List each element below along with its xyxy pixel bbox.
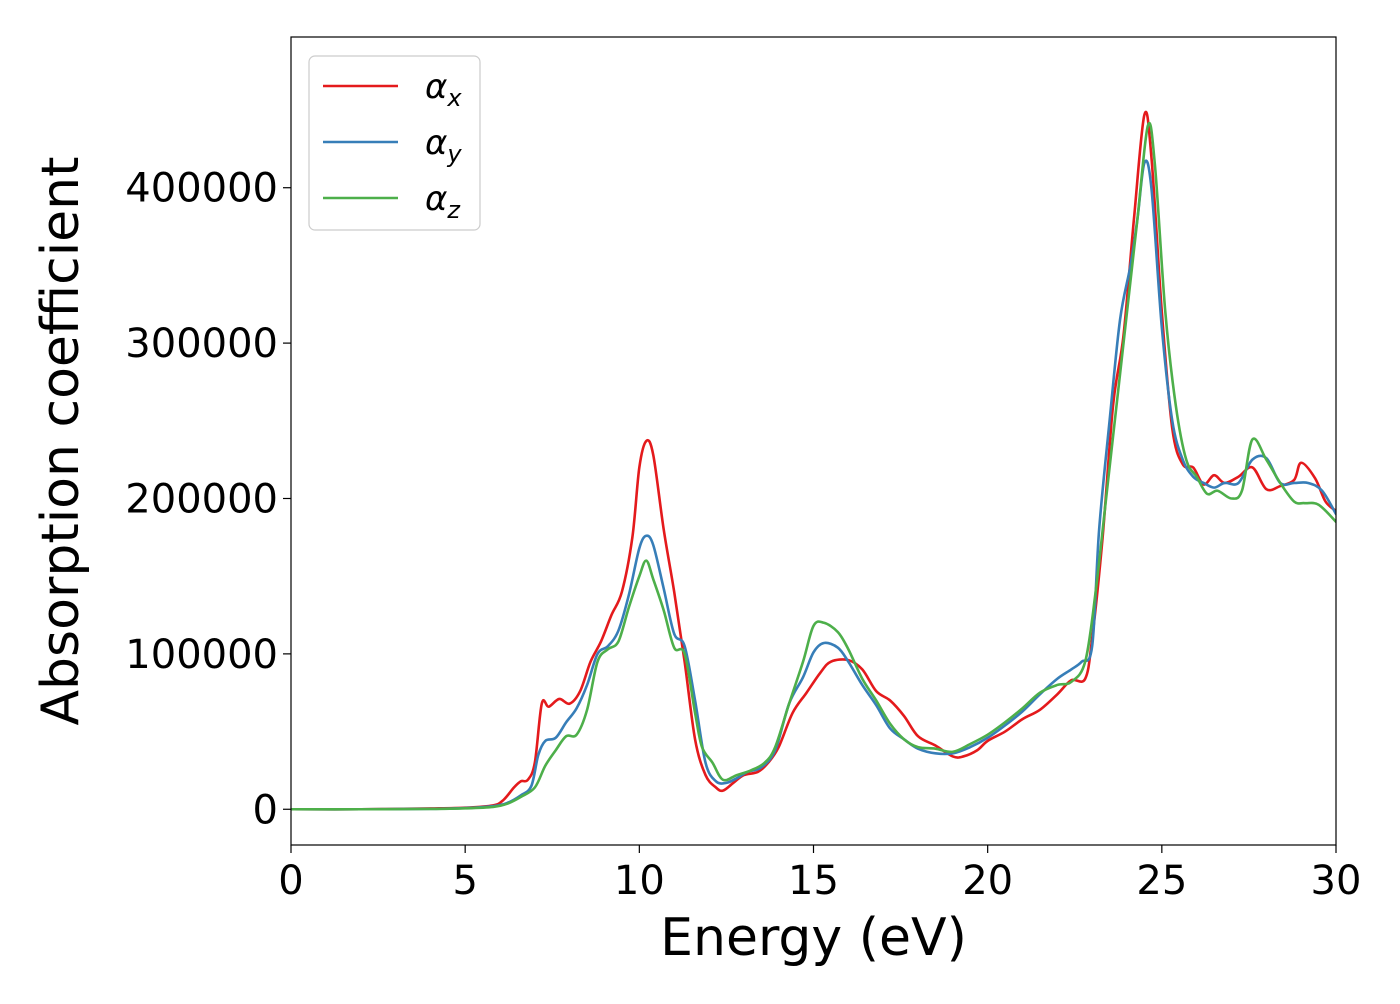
y-axis-label: Absorption coefficient: [31, 156, 91, 725]
legend-label-alpha-z: αz: [425, 179, 461, 224]
legend-label-alpha-y: αy: [425, 123, 462, 168]
series-line-alpha-x: [291, 110, 1336, 811]
series-line-alpha-z: [291, 122, 1336, 811]
legend-label-symbol: α: [425, 123, 447, 163]
x-tick-label: 20: [962, 858, 1013, 904]
y-tick-label: 300000: [125, 321, 278, 367]
y-axis-ticks: 0 100000 200000 300000 400000: [125, 166, 291, 833]
x-tick-label: 30: [1311, 858, 1362, 904]
y-tick-label: 0: [253, 787, 278, 833]
y-tick-label: 400000: [125, 166, 278, 212]
x-tick-label: 25: [1136, 858, 1187, 904]
x-axis-ticks: 0 5 10 15 20 25 30: [278, 845, 1361, 904]
x-tick-label: 0: [278, 858, 303, 904]
legend-label-subscript: y: [446, 140, 462, 168]
y-tick-label: 200000: [125, 476, 278, 522]
series-line-alpha-y: [291, 159, 1336, 811]
x-axis-label: Energy (eV): [660, 908, 967, 968]
x-tick-label: 10: [614, 858, 665, 904]
legend-label-symbol: α: [425, 179, 447, 219]
legend-label-subscript: x: [446, 84, 462, 112]
legend-label-symbol: α: [425, 67, 447, 107]
legend-label-subscript: z: [446, 196, 461, 224]
x-tick-label: 15: [788, 858, 839, 904]
x-tick-label: 5: [452, 858, 477, 904]
y-tick-label: 100000: [125, 632, 278, 678]
legend-label-alpha-x: αx: [425, 67, 462, 112]
series-layer: [291, 110, 1336, 811]
